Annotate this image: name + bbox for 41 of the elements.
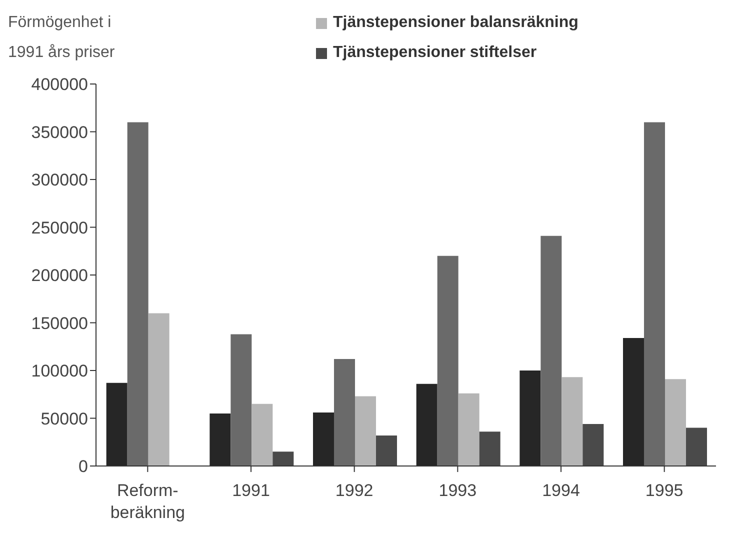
y-tick-label: 350000	[31, 122, 88, 142]
bar	[479, 432, 500, 466]
bar	[665, 379, 686, 466]
bar	[272, 452, 294, 466]
bar	[644, 122, 665, 466]
bar	[623, 338, 644, 466]
bar	[230, 334, 252, 466]
bar	[355, 396, 376, 466]
bar	[334, 359, 355, 466]
bar	[562, 377, 583, 466]
y-tick-label: 0	[78, 457, 88, 476]
x-tick-label: 1994	[542, 481, 580, 500]
legend-label: Tjänstepensioner balansräkning	[333, 13, 578, 33]
bar	[376, 435, 397, 466]
y-axis-title: Förmögenhet i 1991 års priser	[8, 13, 115, 63]
bar	[582, 424, 604, 466]
x-tick-label: 1992	[335, 481, 374, 500]
x-tick-label: 1991	[232, 481, 270, 500]
bar	[313, 412, 334, 466]
bar	[437, 256, 458, 466]
bar	[520, 370, 541, 466]
bar	[210, 413, 231, 466]
bar	[458, 393, 480, 466]
bar	[252, 404, 273, 466]
y-tick-label: 250000	[31, 218, 88, 238]
bar	[106, 382, 128, 466]
x-tick-label: 1995	[645, 481, 684, 500]
bar	[686, 428, 707, 466]
bar	[540, 236, 562, 466]
y-tick-label: 50000	[40, 409, 88, 428]
legend-label: Tjänstepensioner stiftelser	[333, 43, 537, 63]
y-tick-label: 400000	[31, 75, 88, 94]
bar	[148, 313, 170, 466]
y-tick-label: 300000	[31, 170, 88, 190]
x-tick-label: 1993	[438, 481, 477, 500]
y-tick-label: 100000	[31, 362, 88, 381]
y-tick-label: 150000	[31, 314, 88, 333]
x-tick-label: Reform-beräkning	[110, 481, 186, 522]
bar	[416, 384, 438, 466]
y-tick-label: 200000	[31, 266, 88, 286]
bar	[127, 122, 148, 466]
